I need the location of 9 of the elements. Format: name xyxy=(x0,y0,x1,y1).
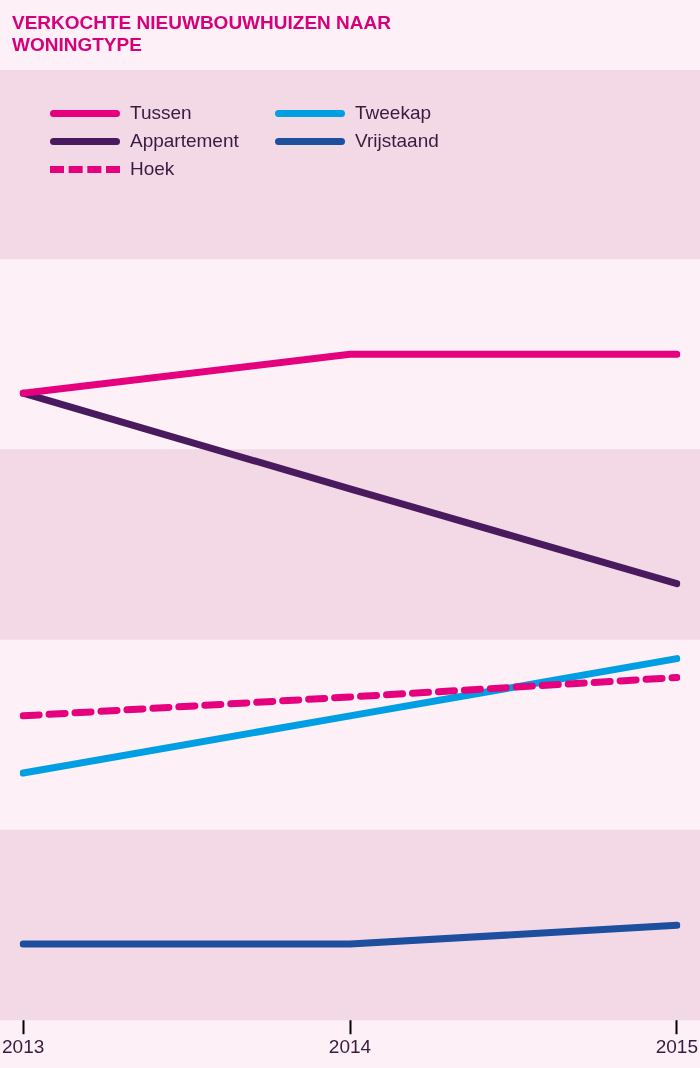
x-tick-label: 2014 xyxy=(328,1035,372,1057)
legend-label: Vrijstaand xyxy=(355,130,439,152)
legend-label: Tweekap xyxy=(355,102,432,124)
legend-label: Appartement xyxy=(130,130,239,152)
x-tick-label: 2013 xyxy=(1,1035,45,1057)
legend-label: Hoek xyxy=(130,158,175,180)
x-tick-label: 2015 xyxy=(655,1035,699,1057)
legend-label: Tussen xyxy=(130,102,192,124)
chart-title: VERKOCHTE NIEUWBOUWHUIZEN NAAR WONINGTYPE xyxy=(12,12,392,56)
